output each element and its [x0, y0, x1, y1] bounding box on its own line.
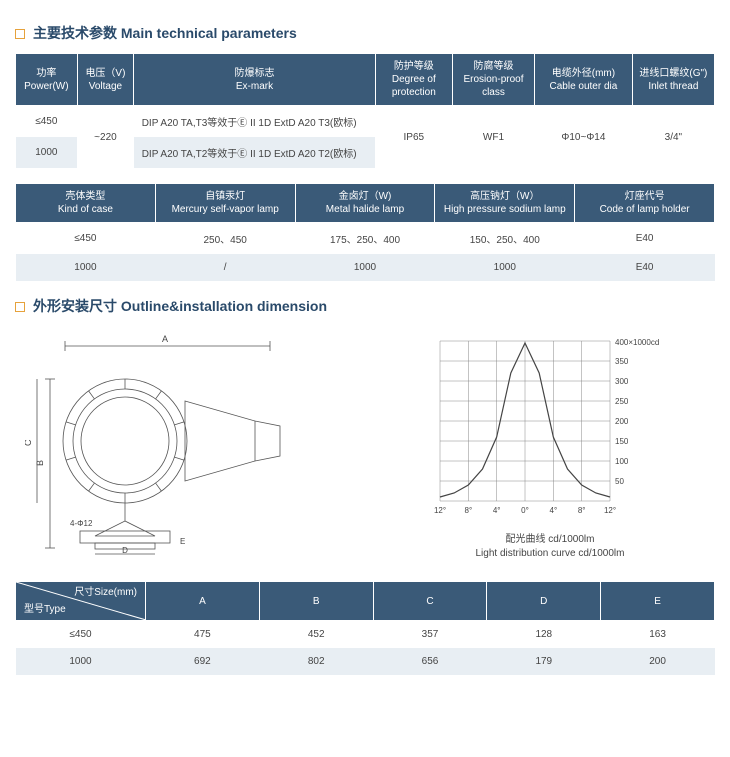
cell: 475 — [146, 621, 260, 649]
svg-text:D: D — [122, 546, 128, 555]
svg-text:350: 350 — [615, 357, 629, 366]
cell: 179 — [487, 648, 601, 675]
cell: ~220 — [77, 106, 134, 169]
svg-text:4-Φ12: 4-Φ12 — [70, 519, 93, 528]
table-header: 灯座代号Code of lamp holder — [575, 184, 715, 223]
table-header: 电缆外径(mm)Cable outer dia — [535, 54, 633, 106]
table-header: 防爆标志Ex-mark — [134, 54, 376, 106]
table-header: 自镇汞灯Mercury self-vapor lamp — [155, 184, 295, 223]
cell: 1000 — [16, 648, 146, 675]
table-header: 防腐等级Erosion-proof class — [452, 54, 534, 106]
cell: 1000 — [16, 254, 156, 281]
table-header: 金卤灯（W)Metal halide lamp — [295, 184, 435, 223]
table-header: A — [146, 582, 260, 621]
svg-text:50: 50 — [615, 477, 624, 486]
cell: 1000 — [16, 137, 78, 168]
cell: DIP A20 TA,T2等效于Ⓔ II 1D ExtD A20 T2(欧标) — [134, 137, 376, 168]
curve-caption-cn: 配光曲线 cd/1000lm — [506, 534, 595, 545]
table-header: 壳体类型Kind of case — [16, 184, 156, 223]
table-header: E — [601, 582, 715, 621]
cell: 3/4" — [632, 106, 714, 169]
svg-text:12°: 12° — [604, 506, 616, 515]
cell: 692 — [146, 648, 260, 675]
svg-text:4°: 4° — [550, 506, 558, 515]
section-title-outline: 外形安装尺寸 Outline&installation dimension — [15, 296, 715, 316]
svg-text:B: B — [35, 460, 45, 466]
light-curve-chart: 400×1000cd 350 300 250 200 150 100 50 12° 8° 4° 0° 4… — [385, 326, 715, 561]
cell: 250、450 — [155, 223, 295, 255]
table-header: C — [373, 582, 487, 621]
svg-text:0°: 0° — [521, 506, 529, 515]
cell: E40 — [575, 254, 715, 281]
svg-text:200: 200 — [615, 417, 629, 426]
svg-text:8°: 8° — [578, 506, 586, 515]
svg-text:E: E — [180, 537, 185, 546]
svg-text:100: 100 — [615, 457, 629, 466]
cell: 656 — [373, 648, 487, 675]
cell: 452 — [259, 621, 373, 649]
svg-text:A: A — [162, 334, 168, 344]
table-header: 高压钠灯（W）High pressure sodium lamp — [435, 184, 575, 223]
cell: / — [155, 254, 295, 281]
cell: ≤450 — [16, 223, 156, 255]
cell: ≤450 — [16, 621, 146, 649]
outline-diagram: A B C 4-Φ12 D E — [15, 326, 345, 559]
table-header: B — [259, 582, 373, 621]
table-header: D — [487, 582, 601, 621]
cell: 150、250、400 — [435, 223, 575, 255]
svg-text:4°: 4° — [493, 506, 501, 515]
cell: 175、250、400 — [295, 223, 435, 255]
svg-text:300: 300 — [615, 377, 629, 386]
cell: 128 — [487, 621, 601, 649]
cell: WF1 — [452, 106, 534, 169]
svg-text:150: 150 — [615, 437, 629, 446]
table-header: 防护等级Degree of protection — [375, 54, 452, 106]
svg-text:250: 250 — [615, 397, 629, 406]
cell: ≤450 — [16, 106, 78, 138]
table-dimensions: 尺寸Size(mm) 型号TypeABCDE ≤4504754523571281… — [15, 581, 715, 675]
table-header: 进线口螺纹(G")Inlet thread — [632, 54, 714, 106]
table-header: 功率Power(W) — [16, 54, 78, 106]
cell: 200 — [601, 648, 715, 675]
table-main-params: 功率Power(W)电压（V)Voltage防爆标志Ex-mark防护等级Deg… — [15, 53, 715, 168]
svg-text:8°: 8° — [465, 506, 473, 515]
svg-text:C: C — [25, 439, 33, 446]
cell: DIP A20 TA,T3等效于Ⓔ II 1D ExtD A20 T3(欧标) — [134, 106, 376, 138]
svg-text:12°: 12° — [434, 506, 446, 515]
section-title-params: 主要技术参数 Main technical parameters — [15, 23, 715, 43]
cell: 802 — [259, 648, 373, 675]
cell: 1000 — [295, 254, 435, 281]
table-header: 电压（V)Voltage — [77, 54, 134, 106]
cell: 357 — [373, 621, 487, 649]
cell: E40 — [575, 223, 715, 255]
table-lamp-types: 壳体类型Kind of case自镇汞灯Mercury self-vapor l… — [15, 183, 715, 281]
cell: 1000 — [435, 254, 575, 281]
diag-header: 尺寸Size(mm) 型号Type — [16, 582, 146, 621]
curve-caption-en: Light distribution curve cd/1000lm — [476, 548, 625, 559]
cell: Φ10~Φ14 — [535, 106, 633, 169]
cell: IP65 — [375, 106, 452, 169]
svg-text:400×1000cd: 400×1000cd — [615, 338, 659, 347]
cell: 163 — [601, 621, 715, 649]
